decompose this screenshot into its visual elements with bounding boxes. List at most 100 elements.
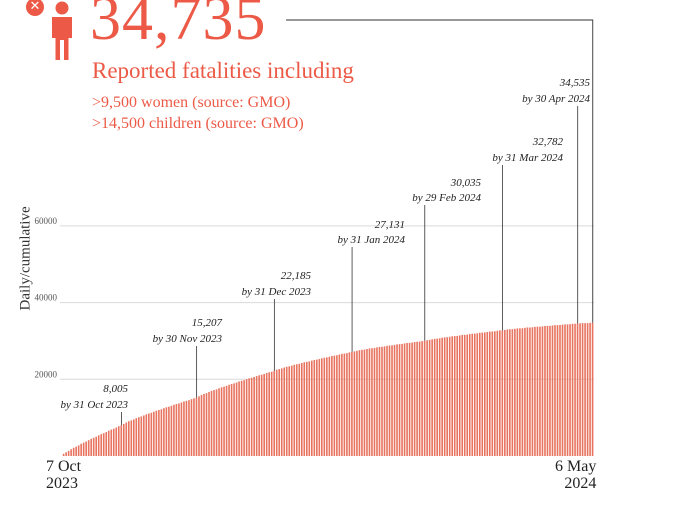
data-bar [473, 333, 476, 456]
data-bar [165, 407, 168, 456]
data-bar [411, 342, 413, 456]
data-bar [278, 369, 281, 456]
data-bar [248, 378, 250, 456]
data-bar [323, 357, 326, 456]
data-bar [443, 337, 446, 456]
data-bar [163, 408, 165, 456]
data-bar [280, 368, 283, 456]
data-bar [122, 423, 125, 456]
annotation-date: by 31 Jan 2024 [337, 234, 405, 246]
data-bar [253, 377, 255, 456]
data-bar [514, 328, 516, 456]
data-bar [383, 346, 386, 456]
data-bar [148, 413, 150, 456]
data-bar [135, 418, 138, 456]
data-bar [183, 401, 185, 456]
data-bar [559, 325, 561, 456]
data-bar [466, 334, 469, 456]
data-bar [461, 334, 464, 456]
data-bar [388, 345, 391, 456]
data-bar [298, 363, 301, 456]
data-bar [494, 331, 496, 456]
data-bar [549, 325, 551, 456]
data-bar [576, 323, 579, 456]
data-bar [275, 369, 278, 456]
data-bar [115, 427, 118, 456]
data-bar [458, 335, 461, 456]
data-bar [478, 332, 481, 456]
data-bar [333, 355, 336, 456]
data-bar [240, 380, 243, 456]
children-count-note: >14,500 children (source: GMO) [92, 115, 304, 132]
data-bar [175, 404, 178, 456]
x-start-label-day: 7 Oct [46, 458, 82, 475]
data-bar [67, 450, 70, 456]
data-bar [456, 335, 459, 456]
data-bar [185, 400, 188, 456]
data-bar [556, 325, 559, 456]
data-bar [117, 426, 120, 456]
data-bar [318, 359, 321, 456]
data-bar [265, 372, 268, 456]
annotation-value: 15,207 [192, 317, 223, 329]
data-bar [180, 402, 183, 456]
data-bar [489, 331, 491, 456]
data-bar [138, 417, 140, 456]
data-bar [448, 336, 451, 456]
data-bar [102, 433, 105, 456]
data-bar [285, 366, 288, 456]
data-bar [483, 332, 486, 456]
data-bar [120, 425, 123, 456]
annotation-value: 27,131 [375, 219, 405, 231]
data-bar [356, 350, 358, 456]
data-bar [208, 392, 210, 456]
data-bar [336, 355, 338, 456]
headline: Reported fatalities including [92, 58, 354, 83]
data-bar [571, 323, 574, 456]
data-bar [569, 324, 571, 456]
data-bar [220, 387, 223, 456]
data-bar [468, 334, 471, 456]
data-bar [521, 328, 524, 456]
data-bar [230, 383, 233, 456]
y-tick-label: 20000 [35, 369, 58, 379]
data-bar [263, 373, 265, 456]
data-bar [418, 341, 421, 456]
data-bar [564, 324, 566, 456]
annotation-date: by 29 Feb 2024 [412, 192, 481, 204]
annotation-value: 30,035 [450, 177, 482, 189]
data-bar [82, 442, 85, 456]
data-bar [536, 326, 539, 456]
data-bar [499, 330, 501, 456]
data-bar [358, 350, 361, 456]
person-icon [52, 1, 72, 60]
data-bar [546, 325, 549, 456]
data-bar [433, 338, 436, 456]
data-bar [574, 323, 576, 456]
data-bar [346, 353, 348, 456]
data-bar [300, 363, 303, 456]
data-bar [158, 410, 160, 456]
data-bar [110, 429, 113, 456]
data-bar [178, 403, 180, 456]
data-bar [133, 419, 135, 456]
data-bar [476, 333, 479, 456]
data-bar [130, 420, 133, 456]
data-bar [270, 371, 273, 456]
data-bar [203, 393, 205, 456]
data-bar [486, 332, 489, 456]
data-bar [316, 359, 318, 456]
data-bar [353, 351, 356, 456]
data-bar [584, 323, 586, 456]
data-bar [373, 347, 376, 456]
data-bar [531, 327, 534, 456]
annotation-date: by 30 Nov 2023 [153, 333, 223, 345]
close-icon[interactable]: ✕ [26, 0, 44, 16]
data-bar [398, 344, 401, 456]
data-bar [233, 383, 235, 456]
data-bar [153, 411, 155, 456]
data-bar [361, 349, 363, 456]
data-bar [463, 334, 466, 456]
data-bar [205, 393, 208, 456]
